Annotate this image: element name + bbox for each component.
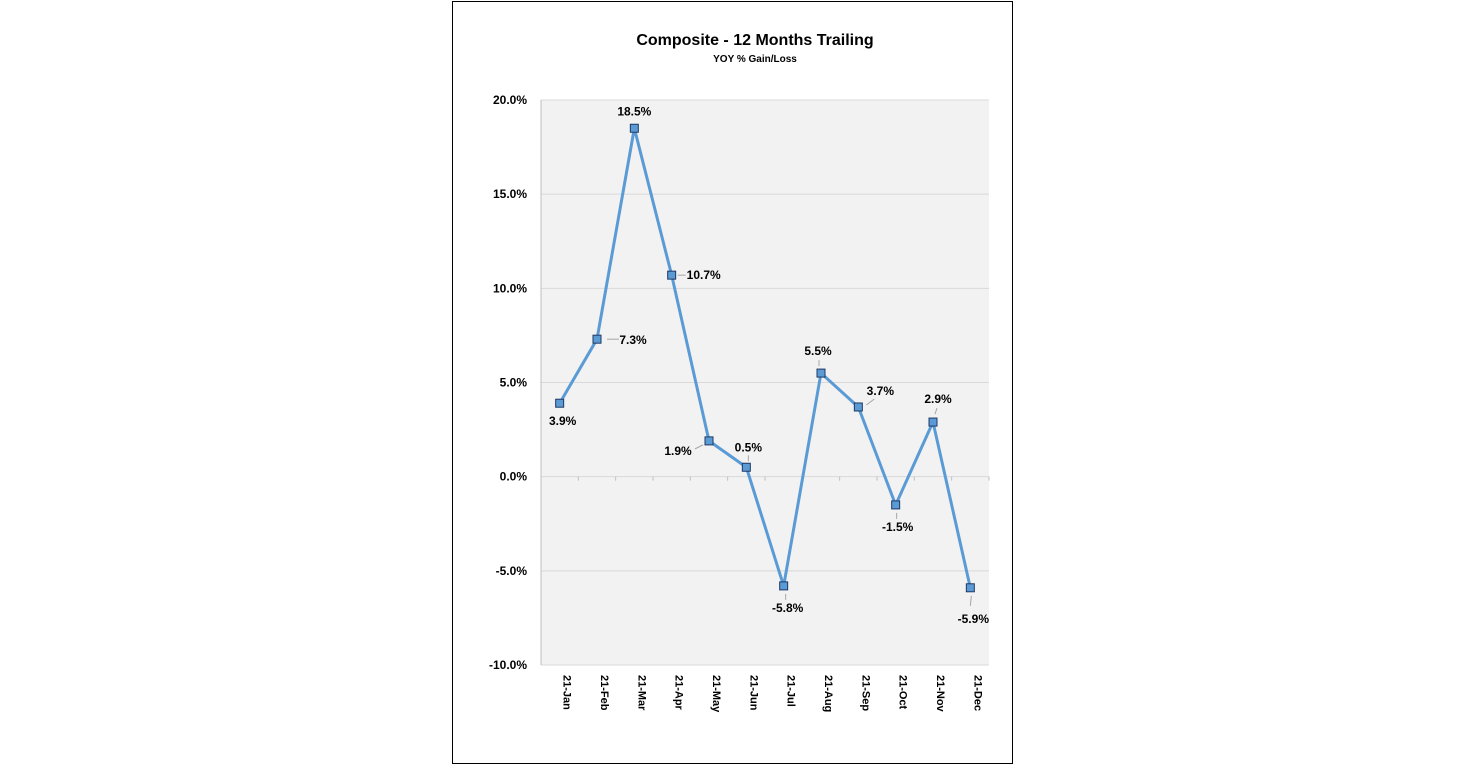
chart-canvas: Composite - 12 Months Trailing YOY % Gai…	[489, 32, 990, 713]
x-tick-label: 21-Dec	[971, 675, 983, 711]
chart-title: Composite - 12 Months Trailing	[636, 32, 873, 49]
x-tick-label: 21-May	[710, 675, 722, 713]
series-line	[558, 126, 972, 589]
data-point-marker	[853, 402, 863, 412]
y-tick-label: 15.0%	[493, 187, 527, 201]
chart-frame: Composite - 12 Months Trailing YOY % Gai…	[452, 1, 1013, 764]
x-tick-label: 21-Aug	[822, 675, 834, 712]
x-tick-label: 21-Feb	[598, 675, 610, 711]
data-label-leader	[866, 398, 875, 406]
chart-subtitle: YOY % Gain/Loss	[713, 54, 797, 65]
data-label-leader	[969, 595, 972, 606]
x-tick-label: 21-Jun	[747, 675, 759, 711]
data-label-leader	[934, 407, 938, 415]
y-tick-label: 5.0%	[500, 376, 528, 390]
data-label: 3.7%	[867, 384, 895, 398]
data-point-marker	[928, 417, 938, 427]
x-tick-label: 21-Jul	[785, 675, 797, 707]
x-tick-label: 21-Sep	[859, 675, 871, 711]
x-tick-label: 21-Mar	[635, 675, 647, 711]
data-label: 3.9%	[549, 414, 577, 428]
gridlines	[540, 99, 990, 666]
y-axis-ticks: 20.0% 15.0% 10.0% 5.0% 0.0% -5.0% -10.0%	[489, 93, 527, 672]
x-tick-label: 21-Apr	[673, 675, 685, 711]
series-yoy	[555, 123, 975, 593]
y-tick-label: 10.0%	[493, 281, 527, 295]
data-label: -5.8%	[772, 601, 804, 615]
data-labels: 3.9% 7.3% 18.5% 10.7% 1.9% 0.5% -5.8% 5.5% 3.7% -…	[549, 104, 989, 626]
data-label: 2.9%	[924, 392, 952, 406]
data-point-marker	[965, 583, 975, 593]
data-point-marker	[704, 436, 714, 446]
data-label: 1.9%	[664, 444, 692, 458]
data-label: -5.9%	[958, 612, 990, 626]
y-tick-label: 20.0%	[493, 93, 527, 107]
y-tick-label: -10.0%	[489, 658, 527, 672]
y-tick-label: 0.0%	[500, 470, 528, 484]
data-label: 18.5%	[617, 104, 651, 118]
data-point-marker	[741, 462, 751, 472]
data-point-marker	[779, 581, 789, 591]
y-tick-label: -5.0%	[496, 564, 528, 578]
data-point-marker	[629, 123, 639, 133]
data-point-marker	[555, 398, 565, 408]
x-axis-ticks: 21-Jan 21-Feb 21-Mar 21-Apr 21-May 21-Jun 21-J…	[561, 675, 984, 713]
data-label: -1.5%	[882, 520, 914, 534]
x-tick-label: 21-Oct	[897, 675, 909, 710]
data-point-marker	[816, 368, 826, 378]
x-tick-label: 21-Nov	[934, 675, 946, 713]
x-tick-label: 21-Jan	[561, 675, 573, 710]
data-label: 10.7%	[687, 268, 721, 282]
data-point-marker	[891, 500, 901, 510]
data-point-marker	[592, 334, 602, 344]
data-label: 5.5%	[804, 344, 832, 358]
data-label: 7.3%	[619, 333, 647, 347]
data-label-leader	[694, 444, 704, 450]
data-label: 0.5%	[735, 440, 763, 454]
data-point-marker	[667, 270, 677, 280]
